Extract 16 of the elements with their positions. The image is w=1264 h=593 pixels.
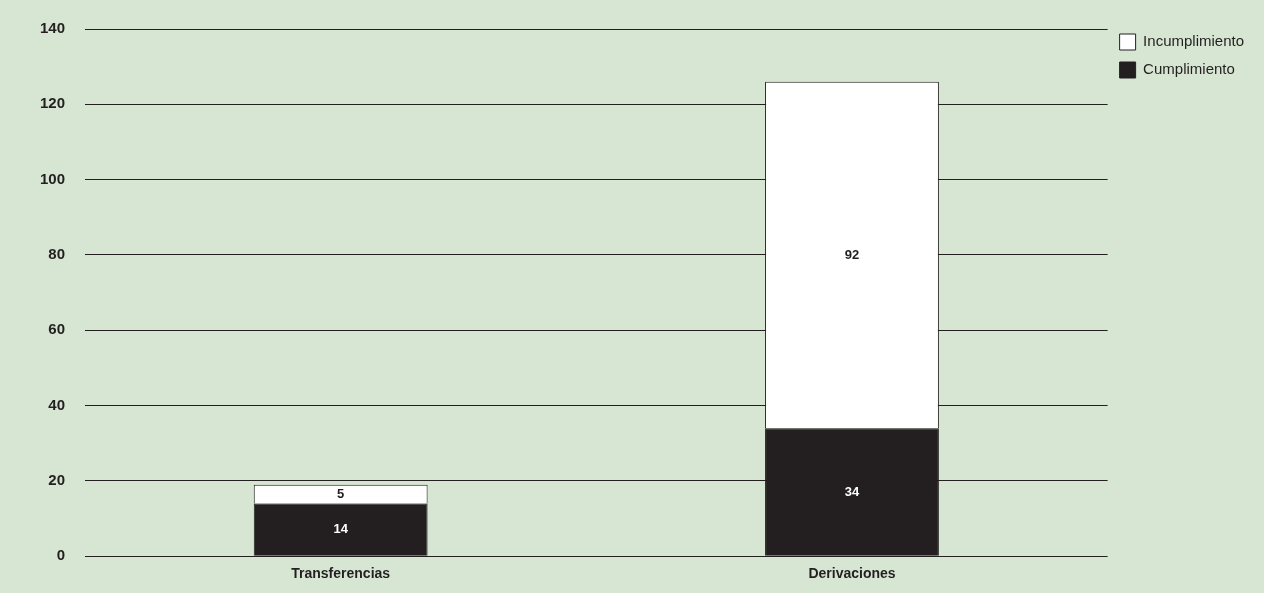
data-label: 14 [333, 521, 349, 537]
y-tick-label: 60 [48, 320, 66, 338]
x-tick-label: Transferencias [291, 565, 391, 582]
y-tick-label: 100 [40, 169, 66, 187]
x-tick-label: Derivaciones [808, 565, 896, 582]
data-label: 5 [337, 485, 345, 501]
data-label: 34 [844, 483, 860, 499]
y-tick-label: 20 [48, 471, 66, 489]
y-tick-label: 120 [40, 94, 66, 112]
y-tick-label: 0 [56, 546, 66, 564]
legend-label: Cumplimiento [1143, 60, 1235, 78]
legend-label: Incumplimiento [1143, 32, 1245, 50]
data-label: 92 [844, 246, 860, 262]
y-tick-label: 40 [48, 395, 66, 413]
y-tick-label: 140 [40, 19, 66, 37]
y-tick-label: 80 [48, 245, 66, 263]
